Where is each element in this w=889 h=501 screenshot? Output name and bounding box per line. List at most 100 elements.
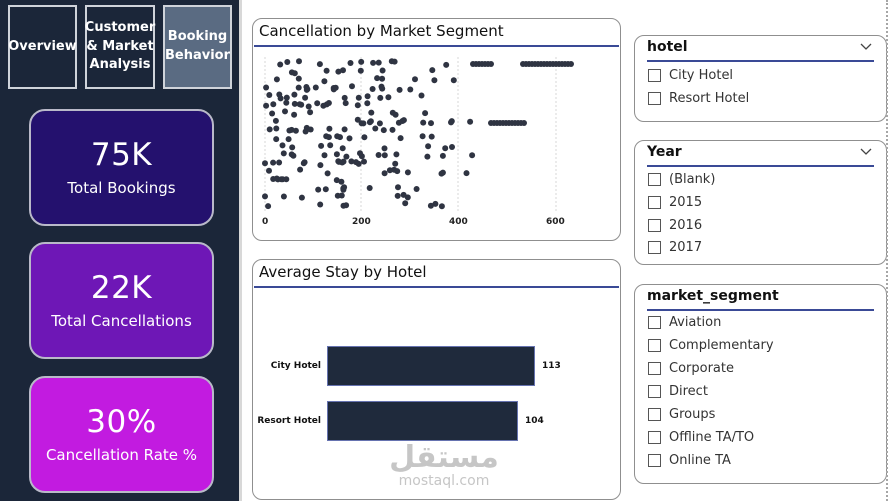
checkbox-icon[interactable] bbox=[648, 92, 661, 105]
scatter-point[interactable] bbox=[341, 94, 348, 101]
scatter-point[interactable] bbox=[262, 160, 268, 167]
year-option-blank[interactable]: (Blank) bbox=[648, 172, 715, 187]
scatter-point[interactable] bbox=[463, 170, 470, 177]
scatter-point[interactable] bbox=[333, 151, 340, 158]
scatter-point[interactable] bbox=[394, 168, 401, 175]
scatter-point[interactable] bbox=[450, 77, 457, 84]
scatter-point[interactable] bbox=[355, 94, 362, 101]
scatter-point[interactable] bbox=[386, 167, 393, 174]
scatter-point[interactable] bbox=[318, 142, 325, 149]
scatter-point[interactable] bbox=[270, 159, 277, 166]
scatter-point[interactable] bbox=[302, 128, 309, 135]
scatter-plot[interactable] bbox=[253, 19, 622, 242]
scatter-point[interactable] bbox=[300, 160, 307, 167]
scatter-point[interactable] bbox=[283, 99, 290, 106]
scatter-point[interactable] bbox=[325, 134, 332, 141]
scatter-point[interactable] bbox=[425, 143, 432, 150]
scatter-point[interactable] bbox=[420, 119, 427, 126]
scatter-point[interactable] bbox=[402, 200, 409, 207]
scatter-point[interactable] bbox=[400, 117, 407, 124]
scatter-point[interactable] bbox=[369, 86, 376, 92]
scatter-point[interactable] bbox=[448, 119, 454, 126]
bar-resort-hotel[interactable] bbox=[327, 401, 518, 441]
scatter-point[interactable] bbox=[400, 191, 407, 198]
checkbox-icon[interactable] bbox=[648, 173, 661, 186]
scatter-point[interactable] bbox=[282, 108, 288, 115]
scatter-point[interactable] bbox=[428, 120, 434, 127]
scatter-point[interactable] bbox=[291, 111, 298, 118]
checkbox-icon[interactable] bbox=[648, 219, 661, 232]
scatter-point[interactable] bbox=[291, 100, 298, 107]
scatter-point[interactable] bbox=[266, 92, 273, 98]
checkbox-icon[interactable] bbox=[648, 339, 661, 352]
scatter-point[interactable] bbox=[263, 102, 270, 109]
scatter-point[interactable] bbox=[377, 94, 384, 101]
scatter-point[interactable] bbox=[389, 126, 396, 133]
cancellation-scatter-panel[interactable]: Cancellation by Market Segment 0 200 400… bbox=[252, 18, 621, 241]
scatter-point[interactable] bbox=[488, 61, 494, 67]
scatter-point[interactable] bbox=[292, 127, 299, 134]
segment-option-online-ta[interactable]: Online TA bbox=[648, 453, 731, 468]
scatter-point[interactable] bbox=[349, 83, 355, 90]
scatter-point[interactable] bbox=[429, 67, 436, 74]
scatter-point[interactable] bbox=[375, 152, 382, 158]
nav-booking-behavior-button[interactable]: Booking Behavior bbox=[163, 5, 232, 89]
scatter-point[interactable] bbox=[340, 67, 346, 74]
chevron-down-icon[interactable] bbox=[860, 145, 872, 157]
scatter-point[interactable] bbox=[334, 192, 341, 199]
checkbox-icon[interactable] bbox=[648, 316, 661, 329]
scatter-point[interactable] bbox=[266, 167, 272, 174]
scatter-point[interactable] bbox=[283, 176, 290, 183]
scatter-point[interactable] bbox=[296, 101, 303, 108]
scatter-point[interactable] bbox=[404, 169, 411, 176]
hotel-option-resort[interactable]: Resort Hotel bbox=[648, 91, 749, 106]
scatter-point[interactable] bbox=[340, 186, 347, 193]
scatter-point[interactable] bbox=[385, 94, 392, 101]
hotel-slicer[interactable]: hotel City Hotel Resort Hotel bbox=[634, 35, 887, 122]
scatter-point[interactable] bbox=[394, 192, 401, 199]
nav-customer-market-button[interactable]: Customer & Market Analysis bbox=[85, 5, 155, 89]
scatter-point[interactable] bbox=[277, 61, 284, 68]
scatter-point[interactable] bbox=[327, 142, 334, 149]
scatter-point[interactable] bbox=[381, 170, 388, 177]
scatter-point[interactable] bbox=[288, 151, 295, 158]
scatter-point[interactable] bbox=[413, 186, 420, 192]
scatter-point[interactable] bbox=[285, 136, 292, 143]
scatter-point[interactable] bbox=[443, 61, 450, 68]
scatter-point[interactable] bbox=[276, 159, 283, 166]
scatter-point[interactable] bbox=[335, 68, 342, 75]
scatter-point[interactable] bbox=[346, 135, 353, 142]
scatter-point[interactable] bbox=[361, 134, 368, 141]
scatter-point[interactable] bbox=[332, 84, 339, 91]
scatter-point[interactable] bbox=[354, 116, 361, 123]
scatter-point[interactable] bbox=[273, 136, 280, 143]
year-option-2016[interactable]: 2016 bbox=[648, 218, 702, 233]
year-slicer[interactable]: Year (Blank) 2015 2016 2017 bbox=[634, 140, 887, 265]
scatter-point[interactable] bbox=[374, 75, 381, 82]
scatter-point[interactable] bbox=[427, 202, 434, 209]
scatter-point[interactable] bbox=[367, 118, 374, 125]
checkbox-icon[interactable] bbox=[648, 431, 661, 444]
segment-option-aviation[interactable]: Aviation bbox=[648, 315, 721, 330]
scatter-point[interactable] bbox=[273, 76, 280, 83]
scatter-point[interactable] bbox=[326, 125, 333, 132]
scatter-point[interactable] bbox=[348, 158, 355, 165]
scatter-point[interactable] bbox=[343, 153, 350, 160]
nav-overview-button[interactable]: Overview bbox=[8, 5, 77, 89]
segment-option-direct[interactable]: Direct bbox=[648, 384, 708, 399]
scatter-point[interactable] bbox=[360, 120, 367, 127]
scatter-point[interactable] bbox=[467, 118, 474, 125]
scatter-point[interactable] bbox=[273, 125, 280, 132]
scatter-point[interactable] bbox=[357, 150, 363, 157]
scatter-point[interactable] bbox=[424, 153, 431, 160]
scatter-point[interactable] bbox=[316, 61, 323, 68]
scatter-point[interactable] bbox=[366, 185, 373, 191]
scatter-point[interactable] bbox=[381, 152, 388, 159]
scatter-point[interactable] bbox=[334, 133, 341, 140]
scatter-point[interactable] bbox=[339, 145, 346, 152]
scatter-point[interactable] bbox=[392, 160, 399, 167]
scatter-point[interactable] bbox=[284, 59, 291, 65]
scatter-point[interactable] bbox=[372, 125, 379, 132]
scatter-point[interactable] bbox=[333, 177, 340, 184]
scatter-point[interactable] bbox=[395, 184, 401, 191]
